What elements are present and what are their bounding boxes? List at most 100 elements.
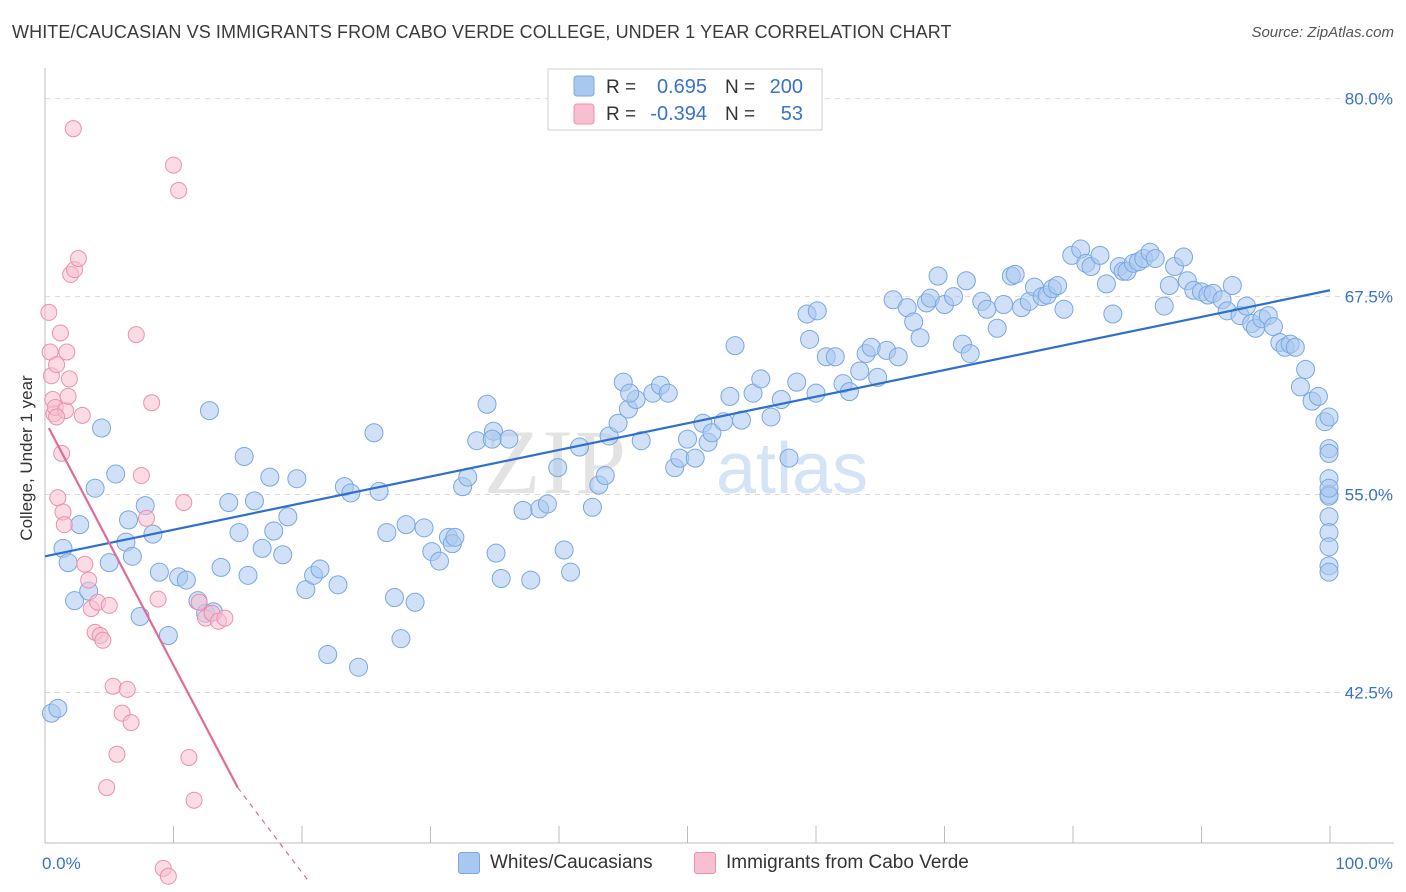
blue-point-39	[310, 559, 330, 579]
stats-r-label-1: R =	[606, 77, 636, 98]
blue-point-116	[888, 347, 908, 367]
series-cabo-verde-points	[40, 120, 234, 885]
blue-point-194	[1319, 537, 1339, 557]
blue-point-54	[429, 551, 449, 571]
blue-point-126	[956, 271, 976, 291]
pink-point-42	[175, 493, 193, 511]
blue-point-72	[561, 562, 581, 582]
stats-n-label-2: N =	[725, 104, 755, 125]
trend-line-whites	[44, 289, 1331, 558]
blue-point-3	[58, 553, 78, 573]
pink-point-27	[100, 596, 118, 614]
blue-point-18	[158, 626, 178, 646]
blue-point-185	[1319, 407, 1339, 427]
pink-point-41	[170, 181, 188, 199]
blue-point-187	[1319, 443, 1339, 463]
y-tick-label-2: 67.5%	[1345, 288, 1393, 307]
pink-point-14	[60, 370, 78, 388]
legend-item-whites: Whites/Caucasians	[458, 852, 653, 874]
blue-point-192	[1319, 507, 1339, 527]
pink-point-20	[80, 571, 98, 589]
stats-box: R = 0.695 N = 200 R = -0.394 N = 53	[547, 68, 823, 131]
source-credit: Source: ZipAtlas.com	[1251, 24, 1394, 41]
y-tick-label-1: 55.0%	[1345, 486, 1393, 505]
blue-point-61	[477, 394, 497, 414]
stats-swatch-blue	[573, 75, 595, 97]
blue-point-175	[1263, 317, 1283, 337]
blue-point-29	[238, 565, 258, 585]
tick-labels: 42.5% 55.0% 67.5% 80.0% 0.0% 100.0%	[42, 90, 1393, 873]
pink-point-12	[58, 343, 76, 361]
y-tick-label-3: 80.0%	[1345, 90, 1393, 109]
blue-point-102	[787, 372, 807, 392]
blue-point-9	[99, 553, 119, 573]
pink-point-19	[76, 555, 94, 573]
stats-n-label-1: N =	[725, 77, 755, 98]
blue-point-104	[800, 329, 820, 349]
pink-point-40	[165, 156, 182, 174]
blue-point-88	[678, 429, 697, 449]
grid-lines	[45, 98, 1394, 694]
blue-point-30	[244, 491, 264, 511]
blue-point-105	[807, 301, 827, 321]
blue-point-148	[1103, 304, 1123, 324]
blue-point-13	[122, 546, 142, 566]
blue-point-118	[904, 312, 924, 332]
blue-point-14	[130, 607, 150, 627]
y-axis-label: College, Under 1 year	[17, 375, 36, 541]
blue-point-12	[119, 510, 139, 530]
blue-point-17	[149, 562, 169, 582]
pink-point-17	[69, 250, 87, 268]
blue-point-122	[928, 266, 948, 286]
series-whites-points	[41, 239, 1339, 723]
stats-r-value-1: 0.695	[657, 76, 707, 98]
blue-point-26	[219, 492, 239, 512]
pink-point-43	[180, 748, 198, 766]
blue-point-1	[48, 698, 68, 718]
blue-point-168	[1222, 275, 1242, 295]
blue-point-20	[176, 570, 196, 590]
blue-point-133	[1005, 264, 1025, 284]
blue-point-32	[260, 467, 280, 487]
pink-point-34	[132, 467, 150, 485]
blue-point-127	[960, 344, 980, 364]
blue-point-85	[658, 383, 678, 403]
blue-point-140	[1048, 275, 1068, 295]
blue-point-47	[377, 523, 397, 543]
blue-point-124	[943, 287, 963, 307]
blue-point-141	[1054, 299, 1074, 319]
blue-point-160	[1174, 247, 1194, 267]
stats-r-label-2: R =	[606, 104, 636, 125]
blue-point-146	[1090, 245, 1110, 265]
blue-point-119	[910, 328, 930, 348]
blue-point-63	[486, 543, 506, 563]
blue-point-78	[608, 413, 628, 433]
blue-point-71	[554, 540, 574, 560]
x-tick-label-1: 100.0%	[1335, 854, 1393, 873]
pink-point-33	[127, 326, 145, 344]
pink-point-49	[216, 609, 234, 627]
blue-point-23	[199, 401, 219, 421]
blue-point-69	[537, 494, 557, 514]
blue-point-198	[620, 383, 640, 403]
pink-point-26	[98, 779, 116, 797]
blue-point-66	[513, 500, 533, 520]
pink-point-52	[48, 408, 66, 426]
pink-point-8	[51, 324, 69, 342]
legend-item-cabo-verde: Immigrants from Cabo Verde	[694, 852, 969, 874]
blue-point-40	[318, 645, 338, 665]
pink-point-29	[108, 745, 126, 763]
blue-point-196	[1319, 562, 1339, 582]
blue-point-107	[825, 347, 845, 367]
blue-point-7	[85, 478, 105, 498]
pink-point-7	[49, 489, 67, 507]
pink-point-35	[138, 509, 156, 527]
blue-point-89	[685, 448, 705, 468]
blue-point-101	[779, 448, 799, 468]
blue-point-82	[631, 431, 651, 451]
pink-point-13	[59, 387, 77, 405]
blue-point-67	[521, 570, 541, 590]
blue-point-25	[211, 557, 231, 577]
blue-point-27	[229, 523, 249, 543]
pink-point-0	[40, 303, 58, 321]
